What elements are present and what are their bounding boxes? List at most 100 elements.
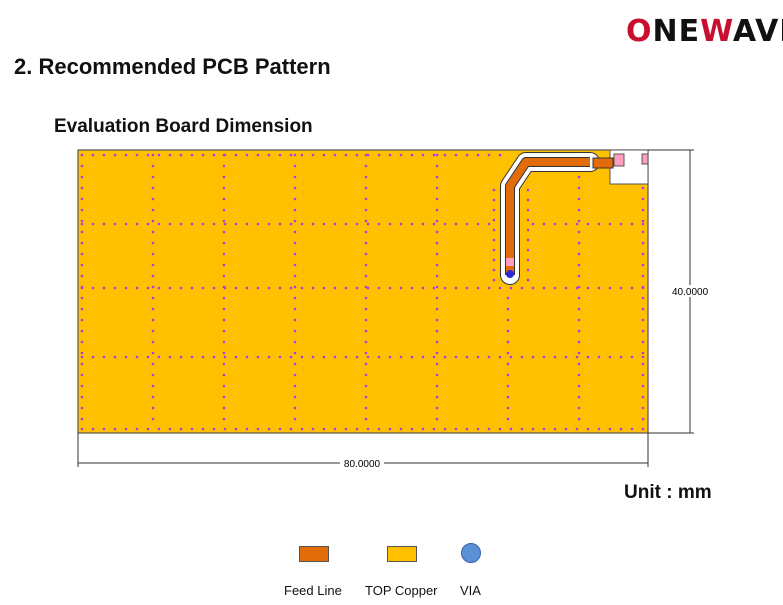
- via-dot: [222, 307, 226, 311]
- via-dot: [520, 355, 524, 359]
- via-dot: [641, 329, 645, 333]
- via-dot: [190, 222, 194, 226]
- via-dot: [506, 362, 510, 366]
- via-dot: [487, 222, 491, 226]
- via-dot: [222, 230, 226, 234]
- via-dot: [364, 351, 368, 355]
- via-dot: [577, 406, 581, 410]
- via-dot: [179, 355, 183, 359]
- via-dot: [492, 218, 496, 222]
- height-dimension-label: 40.0000: [672, 287, 709, 298]
- via-dot: [190, 355, 194, 359]
- via-dot: [553, 427, 557, 431]
- via-dot: [641, 286, 645, 290]
- via-dot: [531, 222, 535, 226]
- via-dot: [630, 286, 634, 290]
- via-dot: [492, 198, 496, 202]
- via-dot: [435, 219, 439, 223]
- via-dot: [564, 286, 568, 290]
- via-dot: [245, 355, 249, 359]
- via-dot: [443, 286, 447, 290]
- via-dot: [388, 286, 392, 290]
- via-dot: [223, 286, 227, 290]
- via-dot: [577, 197, 581, 201]
- via-dot: [300, 427, 304, 431]
- via-dot: [355, 355, 359, 359]
- via-dot: [435, 406, 439, 410]
- via-dot: [245, 286, 249, 290]
- via-dot: [364, 241, 368, 245]
- via-dot: [526, 218, 530, 222]
- board-dimension-subtitle: Evaluation Board Dimension: [54, 116, 313, 137]
- via-dot: [222, 241, 226, 245]
- via-dot: [151, 329, 155, 333]
- via-dot: [80, 222, 84, 226]
- via-dot: [80, 340, 84, 344]
- via-dot: [135, 355, 139, 359]
- via-dot: [201, 286, 205, 290]
- via-dot: [80, 362, 84, 366]
- via-dot: [641, 373, 645, 377]
- via-dot: [151, 351, 155, 355]
- via-dot: [410, 286, 414, 290]
- via-dot: [80, 186, 84, 190]
- feed-via: [506, 270, 514, 278]
- via-dot: [443, 355, 447, 359]
- via-dot: [293, 153, 297, 157]
- via-dot: [80, 318, 84, 322]
- via-dot: [641, 351, 645, 355]
- via-dot: [222, 384, 226, 388]
- via-dot: [410, 427, 414, 431]
- via-dot: [146, 355, 150, 359]
- via-dot: [179, 153, 183, 157]
- via-dot: [80, 355, 84, 359]
- via-dot: [577, 219, 581, 223]
- via-dot: [377, 427, 381, 431]
- unit-label: Unit : mm: [624, 482, 712, 503]
- via-dot: [124, 286, 128, 290]
- via-dot: [608, 427, 612, 431]
- via-dot: [293, 351, 297, 355]
- via-dot: [577, 362, 581, 366]
- via-dot: [223, 355, 227, 359]
- via-dot: [222, 362, 226, 366]
- via-dot: [577, 329, 581, 333]
- via-dot: [151, 274, 155, 278]
- via-dot: [113, 153, 117, 157]
- via-dot: [344, 153, 348, 157]
- via-dot: [641, 406, 645, 410]
- via-dot: [435, 329, 439, 333]
- via-dot: [641, 186, 645, 190]
- via-dot: [454, 153, 458, 157]
- via-dot: [435, 186, 439, 190]
- via-dot: [80, 351, 84, 355]
- via-dot: [564, 427, 568, 431]
- via-dot: [399, 427, 403, 431]
- via-dot: [435, 164, 439, 168]
- via-dot: [80, 286, 84, 290]
- section-title: 2. Recommended PCB Pattern: [14, 54, 331, 79]
- via-dot: [135, 222, 139, 226]
- via-dot: [577, 307, 581, 311]
- via-dot: [432, 286, 436, 290]
- via-dot: [223, 153, 227, 157]
- via-dot: [91, 286, 95, 290]
- via-dot: [151, 395, 155, 399]
- via-dot: [641, 208, 645, 212]
- via-dot: [506, 340, 510, 344]
- via-dot: [641, 340, 645, 344]
- via-dot: [234, 222, 238, 226]
- via-dot: [630, 222, 634, 226]
- via-dot: [80, 208, 84, 212]
- via-dot: [102, 153, 106, 157]
- feed-line: [506, 158, 590, 275]
- via-dot: [80, 241, 84, 245]
- via-dot: [212, 355, 216, 359]
- via-dot: [245, 427, 249, 431]
- via-dot: [364, 373, 368, 377]
- via-dot: [300, 153, 304, 157]
- feed-pad: [592, 157, 614, 169]
- via-dot: [151, 219, 155, 223]
- feed-end-pad: [506, 258, 514, 266]
- via-dot: [465, 355, 469, 359]
